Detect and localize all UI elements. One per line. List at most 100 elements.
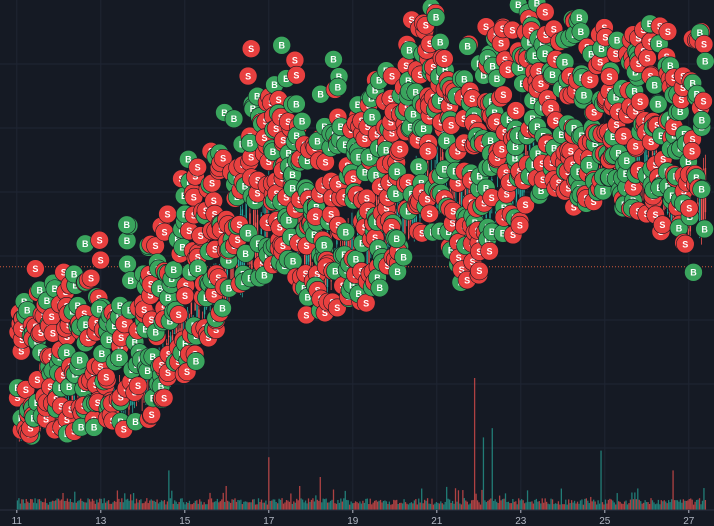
candle-body-207	[408, 217, 410, 239]
volume-bar-86	[143, 503, 145, 510]
sell-marker-1247: S	[694, 91, 713, 111]
marker-label-40: B	[36, 285, 43, 295]
marker-label-749: B	[433, 13, 440, 23]
volume-bar-70	[119, 502, 121, 510]
buy-marker-1244: B	[695, 219, 714, 239]
volume-bar-129	[206, 504, 208, 510]
marker-label-732: S	[427, 209, 433, 219]
sell-marker-1218: S	[675, 234, 695, 254]
marker-label-968: S	[551, 24, 557, 34]
volume-bar-263	[403, 499, 405, 510]
volume-bar-315	[479, 504, 482, 510]
volume-bar-288	[440, 501, 442, 510]
volume-bar-230	[354, 501, 357, 510]
marker-label-563: B	[343, 227, 350, 237]
candle-body-191	[377, 199, 380, 206]
volume-bar-227	[350, 501, 352, 510]
volume-bar-89	[147, 503, 149, 510]
marker-label-1218: S	[682, 239, 688, 249]
volume-bar-442	[666, 503, 668, 510]
marker-label-558: B	[335, 82, 342, 92]
volume-bar-325	[494, 499, 496, 510]
marker-label-187: B	[132, 337, 139, 347]
volume-bar-332	[504, 493, 507, 510]
volume-bar-259	[397, 503, 399, 510]
marker-label-109: B	[78, 423, 85, 433]
volume-bar-462	[695, 499, 698, 510]
marker-label-1016: B	[576, 13, 583, 23]
marker-label-909: S	[517, 220, 523, 230]
volume-bar-335	[509, 503, 511, 510]
volume-bar-281	[429, 503, 432, 510]
volume-bar-445	[670, 499, 673, 510]
volume-bar-444	[669, 502, 671, 510]
trade-markers: SSBSSSBSSSBSSSBBSBSBBSSSBSBSBSBBSSSSBBSS…	[8, 0, 714, 446]
volume-bar-220	[340, 498, 342, 510]
marker-label-49: B	[44, 296, 51, 306]
marker-label-672: B	[394, 167, 401, 177]
volume-bar-217	[335, 503, 338, 510]
candle-body-29	[71, 392, 74, 402]
volume-bar-88	[146, 498, 148, 510]
volume-bar-54	[96, 499, 98, 510]
marker-label-339: S	[220, 154, 226, 164]
volume-bar-279	[426, 498, 429, 510]
volume-bar-291	[444, 501, 446, 510]
volume-bar-59	[103, 498, 105, 510]
volume-bar-186	[290, 493, 292, 510]
volume-bar-394	[595, 504, 598, 510]
volume-bar-371	[562, 504, 564, 510]
volume-bar-258	[396, 499, 398, 510]
volume-bar-432	[651, 500, 654, 510]
marker-label-316: S	[211, 196, 217, 206]
sell-marker-675: S	[390, 139, 410, 159]
volume-bar-158	[249, 502, 251, 510]
volume-bar-144	[228, 501, 230, 510]
marker-label-179: B	[124, 236, 131, 246]
marker-label-1103: B	[624, 156, 631, 166]
volume-bar-221	[341, 501, 343, 510]
volume-bar-219	[338, 502, 341, 510]
volume-bar-21	[47, 504, 49, 510]
volume-bar-283	[432, 504, 435, 510]
volume-bar-167	[262, 502, 264, 510]
volume-bar-11	[32, 502, 35, 510]
volume-bar-226	[349, 504, 351, 510]
x-tick-label-3: 17	[263, 516, 275, 526]
volume-bar-148	[234, 498, 236, 510]
sell-marker-295: S	[188, 157, 207, 177]
volume-bar-439	[662, 501, 664, 510]
volume-bar-319	[485, 502, 488, 510]
volume-bar-74	[125, 499, 127, 510]
marker-label-813: B	[464, 42, 471, 52]
marker-label-489: S	[303, 241, 309, 251]
volume-bar-79	[132, 492, 135, 510]
volume-bar-450	[678, 501, 680, 510]
candle-body-273	[532, 138, 535, 153]
volume-bar-33	[65, 500, 67, 510]
volume-bar-237	[365, 498, 367, 510]
marker-label-470: B	[293, 99, 300, 109]
marker-label-777: S	[448, 121, 454, 131]
marker-label-721: S	[423, 21, 429, 31]
volume-bar-256	[393, 499, 395, 510]
volume-bar-298	[454, 488, 457, 510]
volume-bar-208	[322, 498, 324, 510]
marker-label-1131: S	[637, 97, 643, 107]
volume-bar-317	[482, 437, 485, 510]
volume-bar-293	[447, 498, 449, 510]
marker-label-1: S	[15, 393, 21, 403]
buy-marker-749: B	[426, 8, 446, 27]
volume-bar-441	[665, 501, 667, 510]
volume-bar-168	[263, 502, 266, 510]
volume-bar-369	[559, 504, 561, 510]
marker-label-874: B	[494, 74, 501, 84]
volume-bar-169	[265, 500, 267, 510]
volume-bar-126	[202, 504, 204, 510]
volume-bar-428	[645, 501, 648, 510]
volume-bar-214	[331, 499, 333, 510]
marker-label-35: S	[32, 264, 38, 274]
marker-label-997: S	[568, 146, 574, 156]
volume-bar-350	[531, 501, 533, 510]
marker-label-60: S	[49, 312, 55, 322]
